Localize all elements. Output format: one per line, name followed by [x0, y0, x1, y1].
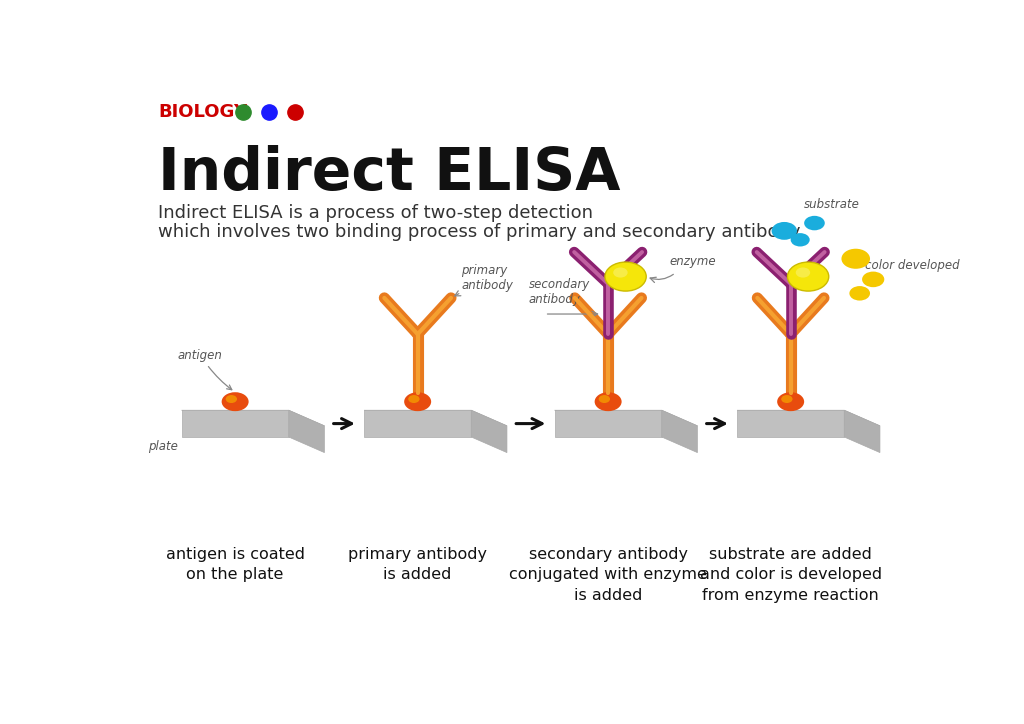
Text: antigen is coated
on the plate: antigen is coated on the plate	[166, 547, 304, 582]
Circle shape	[225, 395, 237, 403]
Polygon shape	[365, 411, 507, 426]
Text: primary
antibody: primary antibody	[461, 264, 513, 292]
Polygon shape	[471, 411, 507, 452]
Text: secondary antibody
conjugated with enzyme
is added: secondary antibody conjugated with enzym…	[509, 547, 707, 602]
Polygon shape	[555, 411, 697, 426]
Polygon shape	[737, 411, 880, 426]
Circle shape	[409, 395, 420, 403]
Circle shape	[796, 267, 810, 277]
Circle shape	[613, 267, 628, 277]
Polygon shape	[555, 411, 662, 437]
Text: color developed: color developed	[865, 259, 959, 272]
Circle shape	[605, 262, 646, 291]
Polygon shape	[662, 411, 697, 452]
Text: primary antibody
is added: primary antibody is added	[348, 547, 487, 582]
Text: secondary
antibody: secondary antibody	[528, 278, 590, 306]
Text: enzyme: enzyme	[670, 256, 716, 268]
Circle shape	[777, 392, 804, 411]
Circle shape	[772, 222, 797, 240]
Text: antigen: antigen	[178, 348, 231, 390]
Polygon shape	[365, 411, 471, 437]
Circle shape	[842, 249, 870, 269]
Polygon shape	[289, 411, 325, 452]
Text: plate: plate	[147, 439, 177, 452]
Text: substrate: substrate	[804, 198, 860, 211]
Text: Indirect ELISA: Indirect ELISA	[158, 146, 621, 203]
Polygon shape	[844, 411, 880, 452]
Circle shape	[599, 395, 610, 403]
Text: substrate are added
and color is developed
from enzyme reaction: substrate are added and color is develop…	[699, 547, 882, 602]
Circle shape	[862, 272, 885, 287]
Polygon shape	[181, 411, 289, 437]
Text: Indirect ELISA is a process of two-step detection: Indirect ELISA is a process of two-step …	[158, 204, 593, 222]
Circle shape	[221, 392, 249, 411]
Polygon shape	[737, 411, 844, 437]
Text: BIOLOGY: BIOLOGY	[158, 103, 247, 121]
Polygon shape	[181, 411, 325, 426]
Circle shape	[595, 392, 622, 411]
Text: which involves two binding process of primary and secondary antibody: which involves two binding process of pr…	[158, 224, 801, 242]
Circle shape	[804, 216, 824, 230]
Circle shape	[791, 233, 810, 246]
Circle shape	[849, 286, 870, 300]
Circle shape	[787, 262, 828, 291]
Circle shape	[781, 395, 793, 403]
Circle shape	[404, 392, 431, 411]
